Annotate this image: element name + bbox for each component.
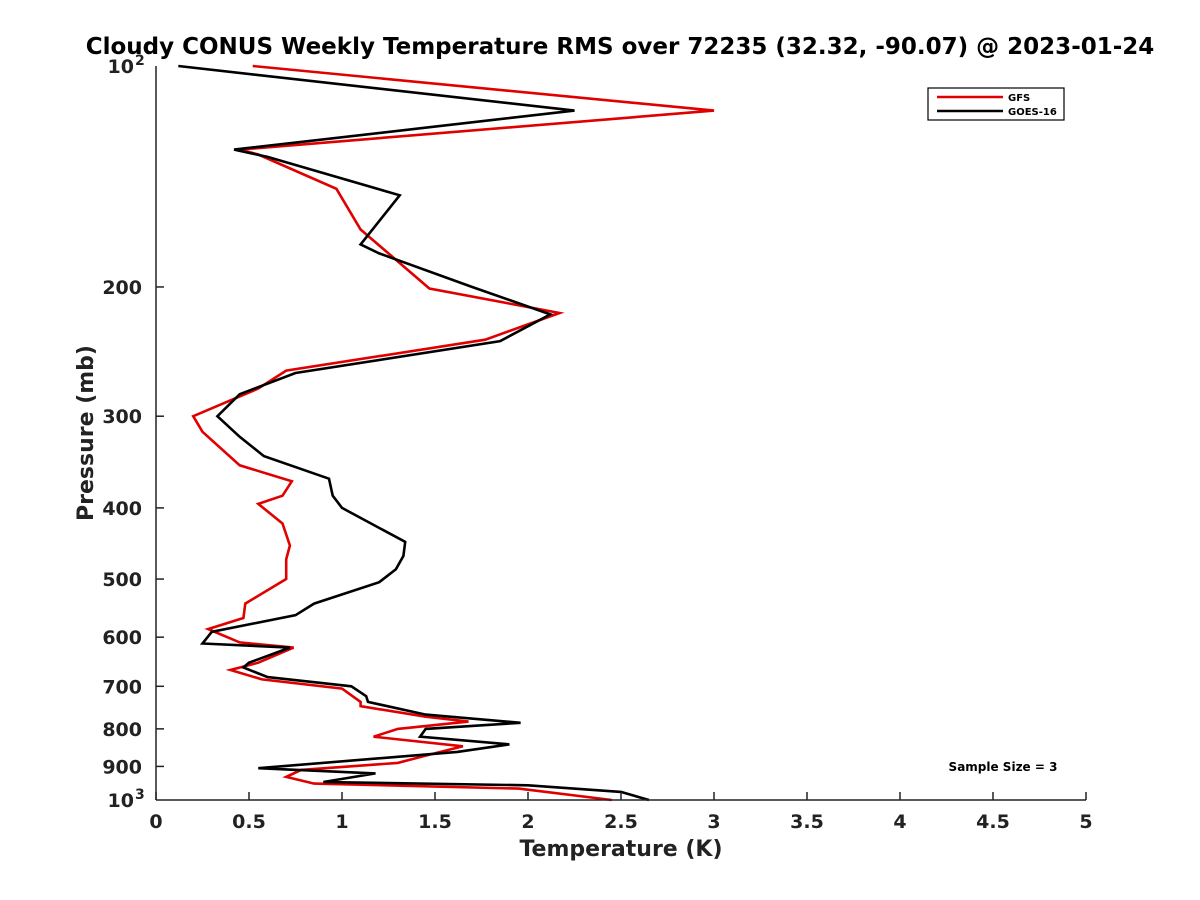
- chart-title: Cloudy CONUS Weekly Temperature RMS over…: [86, 34, 1155, 60]
- y-axis-label: Pressure (mb): [74, 345, 99, 521]
- x-tick-label: 4.5: [976, 811, 1010, 833]
- x-tick-label: 4: [893, 811, 906, 833]
- legend-label: GOES-16: [1008, 107, 1057, 118]
- x-ticks: 0 0.5 1 1.5 2 2.5 3 3.5 4 4.5 5: [149, 792, 1093, 833]
- x-tick-label: 3: [707, 811, 720, 833]
- x-tick-label: 2.5: [604, 811, 638, 833]
- x-tick-label: 0.5: [232, 811, 266, 833]
- y-tick-label: 600: [102, 627, 142, 649]
- y-tick-label: 200: [102, 277, 142, 299]
- y-tick-label: 500: [102, 569, 142, 591]
- plot-lines: [178, 64, 715, 802]
- y-tick-label: 700: [102, 676, 142, 698]
- x-tick-label: 1.5: [418, 811, 452, 833]
- legend: GFS GOES-16: [927, 87, 1065, 121]
- series-line-goes-16: [178, 64, 650, 802]
- y-tick-label: 800: [102, 719, 142, 741]
- x-tick-label: 5: [1079, 811, 1092, 833]
- y-tick-label: 300: [102, 406, 142, 428]
- x-tick-label: 0: [149, 811, 162, 833]
- x-tick-label: 2: [521, 811, 534, 833]
- y-tick-label: 400: [102, 498, 142, 520]
- y-tick-label-power: 10: [108, 790, 134, 812]
- x-tick-label: 3.5: [790, 811, 824, 833]
- legend-label: GFS: [1008, 93, 1030, 104]
- series-line-gfs: [191, 64, 715, 802]
- legend-box: [927, 87, 1065, 121]
- x-tick-label: 1: [335, 811, 348, 833]
- y-tick-label-power: 10: [108, 56, 134, 78]
- sample-size-annotation: Sample Size = 3: [949, 760, 1058, 774]
- y-tick-exponent: 2: [135, 53, 145, 69]
- axes: [155, 66, 1086, 801]
- x-axis-label: Temperature (K): [519, 837, 722, 862]
- y-tick-label: 900: [102, 756, 142, 778]
- y-tick-exponent: 3: [135, 787, 145, 803]
